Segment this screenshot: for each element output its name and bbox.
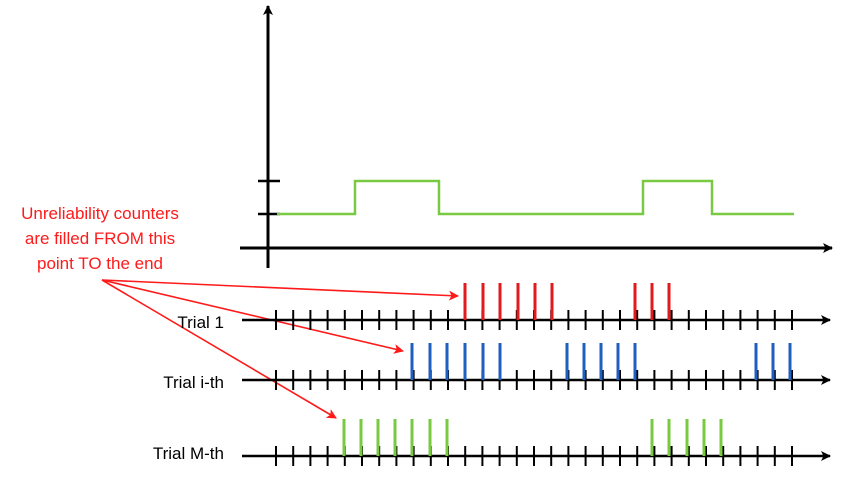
trial-m-spikes — [342, 419, 723, 456]
trial-i-spikes — [410, 343, 792, 380]
annotation-arrow-trial-m — [101, 279, 337, 419]
annotation-arrow-trial-i — [101, 279, 404, 354]
annotation-line-2: are filled FROM this — [25, 229, 175, 248]
stimulus-signal — [277, 179, 794, 216]
annotation-line-3: point TO the end — [37, 254, 163, 273]
trial-i: Trial i-th — [163, 343, 831, 392]
trial-m-ticks — [275, 446, 793, 466]
annotation-arrow-trial-1 — [101, 279, 459, 301]
trial-m: Trial M-th — [153, 419, 831, 466]
trial-1-spikes — [463, 283, 671, 320]
annotation-line-1: Unreliability counters — [21, 204, 179, 223]
trial-m-label: Trial M-th — [153, 444, 224, 463]
trial-i-label: Trial i-th — [163, 373, 224, 392]
trial-1: Trial 1 — [177, 283, 831, 332]
trial-1-label: Trial 1 — [177, 313, 224, 332]
